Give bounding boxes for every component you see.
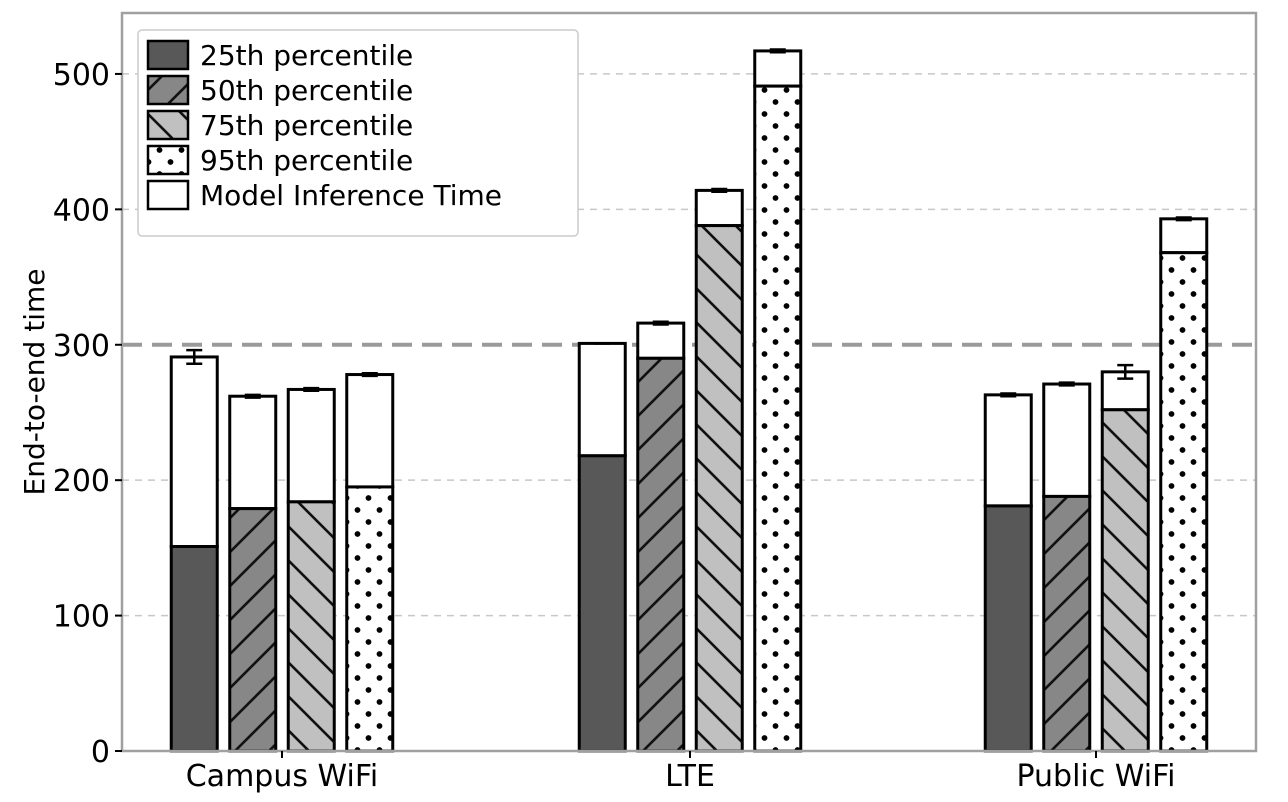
x-tick-label-2: Public WiFi bbox=[1016, 759, 1175, 794]
legend-label-inference: Model Inference Time bbox=[200, 179, 502, 212]
error-bar-75th-2 bbox=[1117, 363, 1134, 380]
bar-50th-1 bbox=[636, 356, 686, 753]
bar-25th-0 bbox=[169, 545, 219, 753]
error-bar-75th-1 bbox=[711, 187, 728, 193]
bar-inference-95th-2 bbox=[1159, 217, 1209, 255]
bar-50th-2 bbox=[1042, 494, 1092, 753]
x-tick-label-1: LTE bbox=[665, 759, 715, 794]
legend-label-25th: 25th percentile bbox=[200, 39, 413, 72]
bar-50th-0 bbox=[228, 507, 278, 753]
legend-item-inference: Model Inference Time bbox=[146, 179, 502, 212]
x-axis: Campus WiFi LTE Public WiFi bbox=[186, 751, 1176, 794]
legend-item-75th: 75th percentile bbox=[146, 109, 413, 142]
bar-75th-2 bbox=[1100, 408, 1150, 753]
bar-75th-0 bbox=[286, 500, 336, 753]
bar-75th-1 bbox=[694, 224, 744, 753]
y-axis: 0 100 200 300 400 500 bbox=[53, 58, 122, 770]
legend-swatch-95th bbox=[146, 144, 190, 176]
bar-inference-75th-1 bbox=[694, 188, 744, 228]
legend-label-75th: 75th percentile bbox=[200, 109, 413, 142]
bar-95th-2 bbox=[1159, 251, 1209, 753]
error-bar-95th-1 bbox=[769, 48, 786, 54]
error-bar-25th-0 bbox=[186, 348, 203, 365]
error-bar-50th-2 bbox=[1058, 381, 1075, 387]
y-tick-label-200: 200 bbox=[53, 464, 110, 499]
legend-label-95th: 95th percentile bbox=[200, 144, 413, 177]
bar-inference-75th-0 bbox=[286, 387, 336, 504]
y-tick-label-400: 400 bbox=[53, 193, 110, 228]
legend-box bbox=[137, 29, 579, 237]
legend-swatch-inference bbox=[146, 179, 190, 211]
y-tick-label-100: 100 bbox=[53, 600, 110, 635]
legend-item-95th: 95th percentile bbox=[146, 144, 413, 177]
legend-label-50th: 50th percentile bbox=[200, 74, 413, 107]
legend-swatch-50th bbox=[146, 74, 190, 106]
bar-inference-50th-1 bbox=[636, 321, 686, 360]
bar-25th-2 bbox=[983, 504, 1033, 753]
y-tick-label-0: 0 bbox=[91, 735, 110, 770]
x-tick-label-0: Campus WiFi bbox=[186, 759, 379, 794]
error-bar-50th-1 bbox=[652, 320, 669, 326]
error-bar-75th-0 bbox=[303, 386, 320, 393]
y-axis-label: End-to-end time bbox=[18, 269, 51, 496]
error-bar-95th-0 bbox=[361, 371, 378, 378]
bar-inference-25th-0 bbox=[169, 355, 219, 549]
bar-95th-0 bbox=[345, 485, 395, 753]
error-bar-25th-2 bbox=[1000, 392, 1017, 398]
y-tick-label-300: 300 bbox=[53, 329, 110, 364]
bar-inference-95th-1 bbox=[753, 49, 803, 88]
bar-inference-95th-0 bbox=[345, 373, 395, 489]
bar-inference-25th-2 bbox=[983, 393, 1033, 508]
bar-inference-25th-1 bbox=[577, 341, 627, 458]
legend-item-25th: 25th percentile bbox=[146, 39, 413, 72]
bar-95th-1 bbox=[753, 84, 803, 753]
bar-inference-50th-0 bbox=[228, 394, 278, 511]
error-bar-95th-2 bbox=[1175, 216, 1192, 222]
legend-swatch-75th bbox=[146, 109, 190, 141]
bar-25th-1 bbox=[577, 454, 627, 753]
error-bar-50th-0 bbox=[244, 393, 261, 399]
legend-swatch-25th bbox=[146, 39, 190, 71]
bar-inference-50th-2 bbox=[1042, 382, 1092, 498]
legend-item-50th: 50th percentile bbox=[146, 74, 413, 107]
legend: 25th percentile 50th percentile 75th per… bbox=[137, 29, 579, 237]
y-tick-label-500: 500 bbox=[53, 58, 110, 93]
